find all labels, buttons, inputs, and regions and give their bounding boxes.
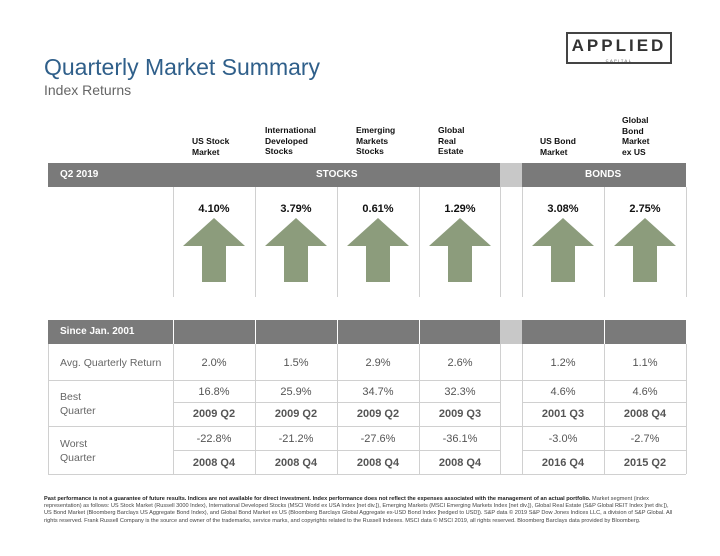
applied-capital-logo: APPLIED CAPITAL [566, 32, 672, 64]
page-title: Quarterly Market Summary [44, 54, 321, 80]
avg-value: 1.5% [283, 357, 309, 369]
quarter-bar-gap [500, 163, 522, 187]
avg-value: 1.2% [550, 357, 576, 369]
grid-line [500, 344, 501, 474]
quarter-return-intl-developed: 3.79% [280, 203, 312, 215]
worst-value: -22.8% [196, 433, 232, 445]
best-value: 25.9% [280, 386, 312, 398]
best-date: 2009 Q3 [438, 408, 482, 420]
grid-line [48, 474, 686, 475]
col-header-us-bond: US Bond Market [540, 136, 576, 157]
logo-subtext: CAPITAL [605, 58, 633, 63]
bar-divider [604, 320, 605, 344]
best-value: 16.8% [198, 386, 230, 398]
best-date: 2009 Q2 [192, 408, 236, 420]
grid-line [686, 344, 687, 474]
grid-line [337, 344, 338, 474]
avg-value: 2.9% [365, 357, 391, 369]
up-arrow-icon [429, 218, 491, 282]
grid-line [604, 187, 605, 297]
best-date: 2008 Q4 [623, 408, 667, 420]
worst-date: 2008 Q4 [192, 457, 236, 469]
grid-line [500, 187, 501, 297]
up-arrow-icon [614, 218, 676, 282]
bar-divider [419, 320, 420, 344]
up-arrow-icon [183, 218, 245, 282]
worst-date: 2016 Q4 [541, 457, 585, 469]
avg-value: 2.6% [447, 357, 473, 369]
worst-value: -36.1% [442, 433, 478, 445]
grid-line [255, 344, 256, 474]
avg-quarterly-label: Avg. Quarterly Return [60, 357, 162, 369]
avg-value: 2.0% [201, 357, 227, 369]
since-bar: Since Jan. 2001 [48, 320, 500, 344]
bonds-group-label: BONDS [585, 169, 622, 180]
grid-line [522, 344, 523, 474]
quarter-return-global-real-estate: 1.29% [444, 203, 476, 215]
grid-line [522, 187, 523, 297]
worst-value: -21.2% [278, 433, 314, 445]
best-value: 4.6% [550, 386, 576, 398]
grid-line [255, 187, 256, 297]
best-value: 32.3% [444, 386, 476, 398]
bar-divider [173, 320, 174, 344]
since-bar-gap [500, 320, 522, 344]
grid-line [686, 187, 687, 297]
page-subtitle: Index Returns [44, 82, 132, 98]
worst-date: 2008 Q4 [438, 457, 482, 469]
grid-line [48, 380, 686, 381]
quarter-return-us-stock: 4.10% [198, 203, 230, 215]
col-header-global-real-estate: Global Real Estate [438, 125, 465, 156]
quarter-return-us-bond: 3.08% [547, 203, 579, 215]
grid-line [173, 344, 174, 474]
disclaimer-bold: Past performance is not a guarantee of f… [44, 496, 591, 502]
quarter-bar-bonds: BONDS [522, 163, 686, 187]
best-label-line1: Best [60, 391, 82, 403]
worst-value: -3.0% [548, 433, 578, 445]
grid-line [419, 187, 420, 297]
best-label-line2: Quarter [60, 405, 96, 417]
worst-value: -27.6% [360, 433, 396, 445]
best-date: 2009 Q2 [274, 408, 318, 420]
up-arrow-icon [347, 218, 409, 282]
col-header-intl-developed: International Developed Stocks [265, 125, 317, 156]
worst-date: 2008 Q4 [356, 457, 400, 469]
up-arrow-icon [265, 218, 327, 282]
grid-line [604, 344, 605, 474]
bar-divider [255, 320, 256, 344]
disclaimer-footnote: Past performance is not a guarantee of f… [44, 496, 676, 525]
worst-value: -2.7% [630, 433, 660, 445]
worst-label-line1: Worst [60, 438, 88, 450]
quarter-return-emerging: 0.61% [362, 203, 394, 215]
col-header-global-bond: Global Bond Market ex US [622, 115, 650, 157]
best-value: 34.7% [362, 386, 394, 398]
worst-date: 2015 Q2 [623, 457, 667, 469]
worst-date: 2008 Q4 [274, 457, 318, 469]
stocks-group-label: STOCKS [316, 169, 358, 180]
grid-line [419, 344, 420, 474]
bar-divider [337, 320, 338, 344]
best-value: 4.6% [632, 386, 658, 398]
best-date: 2001 Q3 [541, 408, 585, 420]
grid-line [173, 450, 500, 451]
grid-line [173, 187, 174, 297]
quarter-period-label: Q2 2019 [60, 169, 99, 180]
quarter-bar-stocks: Q2 2019 STOCKS [48, 163, 500, 187]
col-header-emerging: Emerging Markets Stocks [356, 125, 396, 156]
grid-line [48, 426, 686, 427]
quarter-return-global-bond: 2.75% [629, 203, 661, 215]
disclaimer-text: Market segment (index representation) as… [44, 496, 673, 524]
grid-line [522, 402, 686, 403]
up-arrow-icon [532, 218, 594, 282]
worst-label-line2: Quarter [60, 452, 96, 464]
col-header-us-stock: US Stock Market [192, 136, 230, 157]
logo-wordmark: APPLIED [571, 36, 667, 55]
best-date: 2009 Q2 [356, 408, 400, 420]
grid-line [522, 450, 686, 451]
avg-value: 1.1% [632, 357, 658, 369]
grid-line [48, 344, 49, 474]
grid-line [173, 402, 500, 403]
since-label: Since Jan. 2001 [60, 326, 135, 337]
grid-line [337, 187, 338, 297]
